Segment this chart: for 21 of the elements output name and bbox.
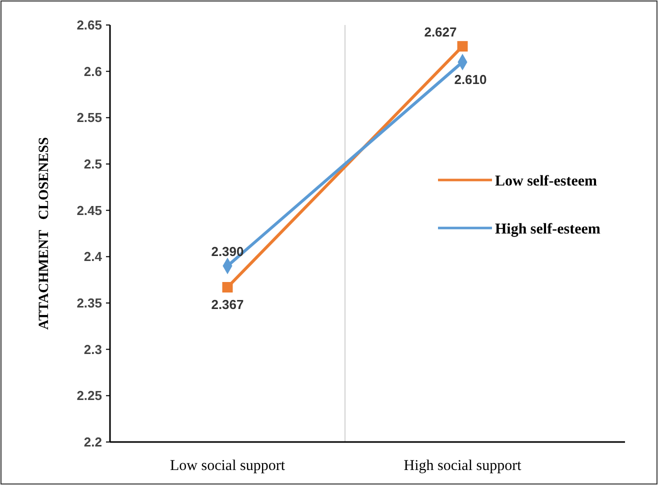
legend-label: High self-esteem xyxy=(495,221,601,238)
point xyxy=(457,41,468,52)
legend-label: Low self-esteem xyxy=(495,173,598,190)
y-tick-label: 2.45 xyxy=(76,202,102,218)
y-axis-title: ATTACHMENT CLOSENESS xyxy=(37,137,52,330)
y-tick-label: 2.65 xyxy=(76,18,102,33)
y-tick-label: 2.55 xyxy=(76,110,102,126)
y-tick-label: 2.3 xyxy=(84,342,102,357)
point xyxy=(222,282,233,292)
data-label: 2.610 xyxy=(454,72,487,88)
data-label: 2.367 xyxy=(211,297,244,312)
y-tick-label: 2.35 xyxy=(76,296,102,311)
y-tick-label: 2.25 xyxy=(76,388,102,404)
data-label: 2.627 xyxy=(424,24,457,40)
y-tick-label: 2.6 xyxy=(84,64,102,79)
y-tick-label: 2.4 xyxy=(84,249,103,264)
x-tick-label: High social support xyxy=(404,458,522,474)
y-tick-label: 2.2 xyxy=(84,434,102,450)
x-tick-label: Low social support xyxy=(170,458,286,474)
y-tick-label: 2.5 xyxy=(84,156,102,172)
data-label: 2.390 xyxy=(211,244,244,259)
